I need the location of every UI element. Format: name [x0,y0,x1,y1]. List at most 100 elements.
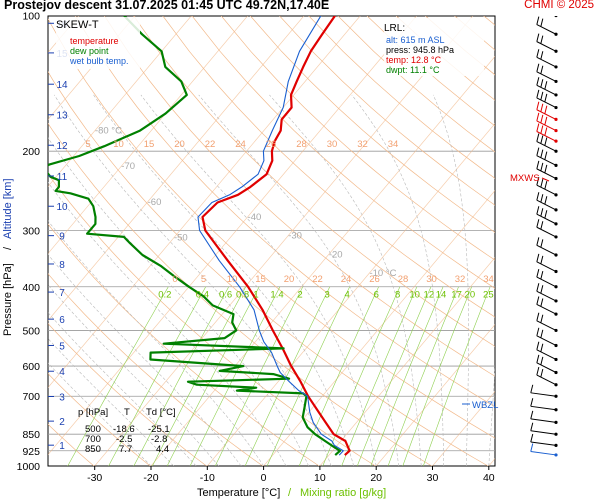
isotherm-line [48,16,305,322]
moist-adiabat-line [48,312,197,466]
wind-barb-feather [536,237,540,246]
x-axis-title-separator: / [288,487,292,499]
adiabat-label: 10 [227,274,238,285]
lrl-dewpoint: dwpt: 11.1 °C [386,65,440,75]
mixing-ratio-line [423,286,491,466]
y-axis-title-altitude: Altitude [km] [2,178,14,239]
temperature-tick-label: 30 [427,472,439,484]
mixing-ratio-label: 12 [424,289,435,300]
wind-barb-feather [540,285,544,294]
temperature-tick-label: 10 [314,472,326,484]
table-cell: -2.5 [116,434,132,445]
isotherm-line [375,324,495,466]
altitude-tick-label: 14 [56,80,68,91]
wind-barb-feather [540,79,544,88]
wind-barb-feather [544,105,548,114]
mixing-ratio-line [387,286,459,466]
isotherm-label: -20 [329,249,343,260]
mixing-ratio-label: 4 [344,289,349,300]
wind-barb-feather [536,16,540,25]
wind-barb-feather [530,410,534,420]
wind-barb-feather [536,112,540,122]
table-header-temp: T [124,407,130,418]
wind-barb-feather [540,65,544,74]
isotherm-line [94,16,474,466]
wind-barb-staff [536,374,557,386]
altitude-tick-label: 8 [59,260,65,271]
wind-barb-staff [536,320,557,331]
pressure-tick-label: 200 [22,146,40,158]
wind-barb-staff [530,441,557,446]
wind-barb-feather [540,221,544,230]
wind-barb-feather [540,314,544,323]
wind-barb-feather [540,51,544,60]
dry-adiabat-line [279,16,495,206]
dry-adiabat-line [133,16,495,347]
adiabat-label: 28 [296,139,307,150]
wind-barb-feather [540,103,544,112]
wind-barb-feather [540,135,544,144]
adiabat-label: 15 [255,274,266,285]
temperature-tick-label: 0 [261,472,267,484]
temperature-tick-label: -30 [87,472,102,484]
wind-barb-staff [536,349,557,360]
wind-barb-feather [540,255,544,264]
dry-adiabat-line [48,373,151,466]
lrl-temperature: temp: 12.8 °C [386,55,442,65]
wind-barb-feather [544,151,548,160]
wind-barb-feather [530,422,534,431]
wind-barb-staff [530,392,557,397]
wind-barb-feather [540,208,544,217]
mixing-ratio-label: 0.2 [158,289,171,300]
mixing-ratio-label: 25 [483,289,494,300]
lrl-box: LRL: alt: 615 m ASL press: 945.8 hPa tem… [384,18,484,76]
table-cell: 7.7 [119,444,132,455]
isotherm-label: -30 [288,231,302,242]
dry-adiabat-line [48,323,207,466]
temperature-tick-label: -10 [200,472,215,484]
wind-barb-staff [530,418,557,423]
wind-barb-feather [540,343,544,352]
table-header-pressure: p [hPa] [78,407,108,418]
pressure-tick-label: 400 [22,282,40,294]
adiabat-label: 30 [426,274,437,285]
wind-barb-feather [536,123,540,132]
pressure-tick-label: 500 [22,325,40,337]
wind-barb-staff [536,213,557,225]
wind-barb-staff [536,276,557,288]
wind-barb-feather [544,164,548,173]
wind-barb-feather [544,81,548,90]
wind-barb-staff [536,141,557,152]
table-cell: 850 [85,444,101,455]
mixing-ratio-line [215,286,304,466]
table-cell: 500 [85,424,101,435]
wind-barb-feather [536,366,540,376]
wind-barb-feather [544,93,548,103]
mixing-ratio-label: 0.4 [196,289,209,300]
temperature-tick-label: 20 [370,472,382,484]
mixing-ratio-label: 17 [451,289,462,300]
legend: SKEW-T temperature dew point wet bulb te… [56,17,140,69]
mixing-ratio-label: 14 [436,289,447,300]
adiabat-label: 24 [341,274,352,285]
isotherm-line [319,257,495,466]
wind-barb-feather [541,0,543,8]
adiabat-label: 30 [327,139,338,150]
wind-barb-feather [536,312,540,321]
pressure-tick-label: 600 [22,361,40,373]
altitude-tick-label: 9 [59,232,65,243]
data-table: p [hPa] T Td [°C] 500 -18.6 -25.1 700 -2… [78,407,176,455]
isotherm-label: -40 [248,212,262,223]
copyright-text: CHMI © 2025 [524,0,594,11]
moist-adiabat-line [48,137,309,466]
isotherm-line [0,16,23,466]
moist-adiabat-line [48,254,242,466]
mixing-ratio-label: 1.4 [270,289,283,300]
isotherm-line [150,55,495,466]
temperature-tick-label: 40 [483,472,495,484]
adiabat-label: 24 [235,139,246,150]
wind-barb-feather [540,356,544,365]
altitude-tick-label: 11 [57,172,68,183]
wind-barb-feather [536,160,540,169]
wind-barb-feather [540,298,544,307]
